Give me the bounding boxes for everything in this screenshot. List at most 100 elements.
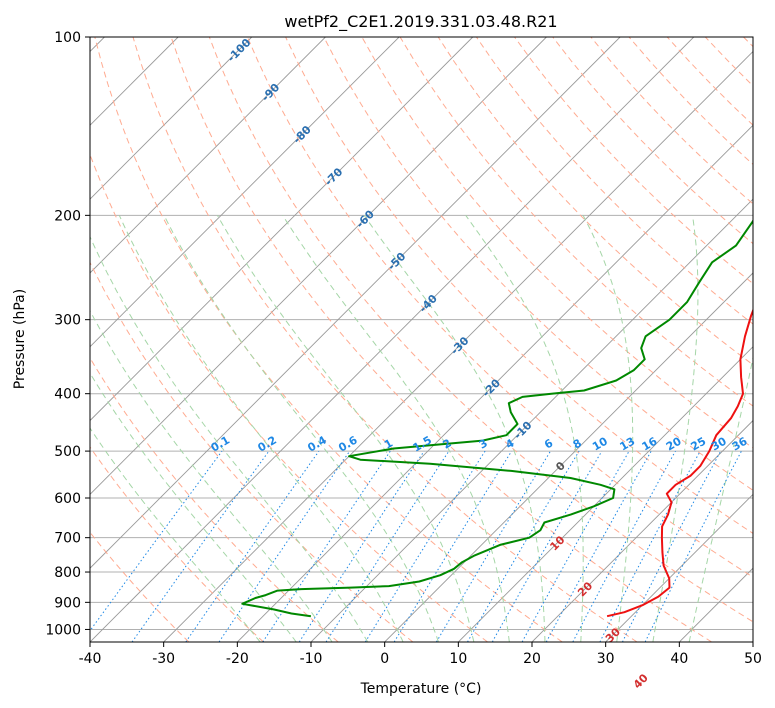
- isotherm-line: [237, 124, 753, 642]
- isotherm-line: [163, 50, 753, 642]
- mixing-ratio-line: [644, 450, 742, 642]
- y-tick-label: 900: [54, 595, 81, 611]
- isotherm-line: [310, 198, 753, 642]
- mixing-ratio-line: [218, 450, 351, 642]
- y-tick-label: 200: [54, 208, 81, 224]
- mixing-ratio-line: [298, 450, 425, 642]
- y-tick-label: 700: [54, 531, 81, 547]
- isotherm-line: [679, 567, 753, 642]
- plot-frame: [89, 36, 754, 643]
- isotherm-label: -50: [385, 250, 408, 273]
- x-tick-label: -20: [226, 651, 249, 667]
- moist-adiabat-line: [465, 215, 584, 642]
- isotherm-line: [458, 346, 753, 642]
- dry-adiabat-line: [285, 37, 753, 535]
- dry-adiabat-line: [246, 37, 753, 578]
- isotherm-label: -60: [354, 207, 377, 230]
- dry-adiabat-line: [743, 37, 753, 48]
- isotherm-label: -100: [225, 36, 254, 65]
- x-tick-label: 40: [670, 651, 688, 667]
- temperature-profile-line: [606, 307, 753, 618]
- dry-adiabat-line: [90, 446, 264, 642]
- y-tick-label: 500: [54, 444, 81, 460]
- x-tick-label: 0: [380, 651, 389, 667]
- moist-adiabat-line: [363, 215, 546, 642]
- mixing-ratio-line: [521, 450, 630, 642]
- isotherm-label: 40: [631, 671, 651, 691]
- dry-adiabat-line: [170, 37, 712, 642]
- x-axis-label: Temperature (°C): [360, 681, 482, 697]
- x-tick-label: -40: [79, 651, 102, 667]
- isotherm-label: 10: [547, 533, 567, 553]
- dry-adiabat-line: [94, 37, 563, 642]
- moist-adiabat-line: [216, 215, 475, 642]
- moist-adiabat-line: [282, 215, 510, 642]
- y-axis-label: Pressure (hPa): [12, 289, 28, 389]
- dry-adiabat-line: [90, 531, 190, 642]
- y-tick-label: 800: [54, 565, 81, 581]
- dry-adiabat-line: [132, 37, 638, 642]
- isotherm-label: 0: [553, 459, 568, 474]
- dry-adiabat-line: [90, 153, 488, 642]
- dry-adiabat-line: [514, 37, 753, 285]
- moist-adiabat-line: [118, 215, 404, 642]
- y-tick-label: 1000: [45, 622, 81, 638]
- isotherm-label: -10: [511, 418, 534, 441]
- isotherm-line: [531, 419, 753, 642]
- y-tick-label: 100: [54, 30, 81, 46]
- isotherm-label: 20: [575, 579, 595, 599]
- profile-series: [241, 219, 753, 618]
- dry-adiabat-line: [90, 261, 414, 642]
- isopleth-labels: 0.1 0.2 0.4 0.6 1 1.5 2 3 4 6 8 10 13 16 20 25 30 36-100-…: [209, 36, 750, 692]
- moist-adiabat-line: [90, 372, 297, 642]
- isotherm-line: [90, 37, 474, 422]
- dry-adiabat-line: [323, 37, 753, 491]
- mixing-ratio-line: [131, 450, 270, 642]
- isotherm-label: -90: [259, 81, 282, 104]
- isotherm-line: [605, 493, 753, 642]
- mixing-ratio-line: [185, 450, 320, 642]
- isotherm-line: [90, 37, 253, 200]
- dewpoint-profile-line: [241, 219, 753, 618]
- dry-adiabat-line: [552, 37, 753, 245]
- background-grid: [90, 37, 753, 642]
- y-tick-label: 600: [54, 491, 81, 507]
- moist-adiabat-line: [582, 215, 634, 642]
- isotherm-line: [384, 272, 753, 642]
- mixing-ratio-lines: [90, 450, 742, 642]
- dry-adiabat-line: [704, 37, 753, 87]
- mixing-ratio-line: [364, 450, 486, 642]
- dry-adiabat-line: [208, 37, 753, 623]
- x-tick-label: 20: [523, 651, 541, 667]
- dry-adiabat-line: [590, 37, 753, 205]
- x-tick-label: -10: [300, 651, 323, 667]
- moist-adiabat-line: [163, 215, 439, 642]
- mixing-ratio-line: [262, 450, 391, 642]
- mixing-ratio-line: [572, 450, 676, 642]
- x-axis-ticks: -40 -30 -20 -10 0 10 20 30 40 50: [79, 642, 762, 667]
- x-tick-label: 30: [597, 651, 615, 667]
- mixing-ratio-line: [545, 450, 652, 642]
- chart-title: wetPf2_C2E1.2019.331.03.48.R21: [284, 12, 557, 32]
- isotherm-line: [752, 641, 753, 642]
- isotherm-line: [90, 37, 400, 348]
- dry-adiabat-line: [437, 37, 753, 366]
- isotherm-line: [90, 37, 621, 569]
- moist-adiabat-line: [90, 309, 333, 642]
- y-tick-label: 400: [54, 387, 81, 403]
- isotherm-label: -40: [417, 292, 440, 315]
- mixing-ratio-line: [325, 450, 450, 642]
- mixing-ratio-label: 4: [503, 436, 516, 451]
- y-tick-label: 300: [54, 313, 81, 329]
- mixing-ratio-line: [90, 450, 223, 632]
- moist-adiabat-line: [90, 235, 369, 642]
- dry-adiabat-line: [90, 356, 339, 642]
- moist-adiabat-line: [90, 427, 261, 642]
- isotherm-label: -20: [480, 376, 503, 399]
- isotherm-line: [90, 37, 695, 642]
- isotherm-line: [90, 37, 547, 496]
- x-tick-label: 10: [449, 651, 467, 667]
- x-tick-label: 50: [744, 651, 762, 667]
